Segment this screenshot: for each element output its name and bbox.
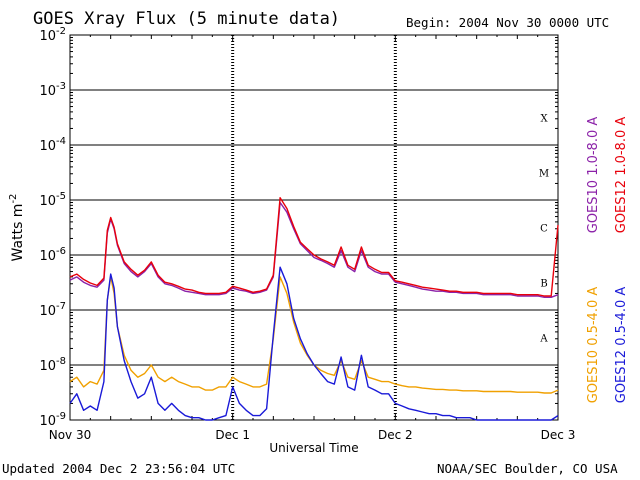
legend-entry: GOES12 0.5-4.0 A <box>614 287 629 404</box>
flare-class-label: A <box>539 334 548 345</box>
series-line <box>69 201 559 298</box>
credit-text: NOAA/SEC Boulder, CO USA <box>437 461 618 476</box>
begin-timestamp: Begin: 2004 Nov 30 0000 UTC <box>406 15 610 30</box>
y-tick-label: 10-9 <box>39 411 66 429</box>
series-line <box>69 196 559 297</box>
y-tick-label: 10-2 <box>39 26 66 44</box>
series-line <box>69 276 559 394</box>
flare-class-label: X <box>540 114 548 125</box>
flare-class-label: C <box>540 224 548 235</box>
y-axis-label: Watts m-2 <box>8 194 26 262</box>
y-tick-label: 10-8 <box>39 356 66 374</box>
flare-class-label: M <box>539 169 549 180</box>
legend-entry: GOES12 1.0-8.0 A <box>614 117 629 234</box>
x-tick-label: Dec 2 <box>378 428 413 442</box>
series-line <box>69 266 559 421</box>
updated-timestamp: Updated 2004 Dec 2 23:56:04 UTC <box>2 461 236 476</box>
x-tick-label: Dec 3 <box>541 428 576 442</box>
flare-class-label: B <box>540 279 547 290</box>
plot-frame <box>69 34 559 421</box>
y-tick-label: 10-5 <box>39 191 66 209</box>
x-tick-label: Nov 30 <box>49 428 92 442</box>
legend-entry: GOES10 0.5-4.0 A <box>586 287 601 404</box>
x-tick-label: Dec 1 <box>215 428 250 442</box>
x-axis-label: Universal Time <box>269 441 358 455</box>
y-tick-label: 10-7 <box>39 301 66 319</box>
y-tick-label: 10-4 <box>39 136 66 154</box>
chart-title: GOES Xray Flux (5 minute data) <box>33 9 341 29</box>
legend-entry: GOES10 1.0-8.0 A <box>586 117 601 234</box>
y-tick-label: 10-3 <box>39 81 66 99</box>
y-tick-label: 10-6 <box>39 246 66 264</box>
